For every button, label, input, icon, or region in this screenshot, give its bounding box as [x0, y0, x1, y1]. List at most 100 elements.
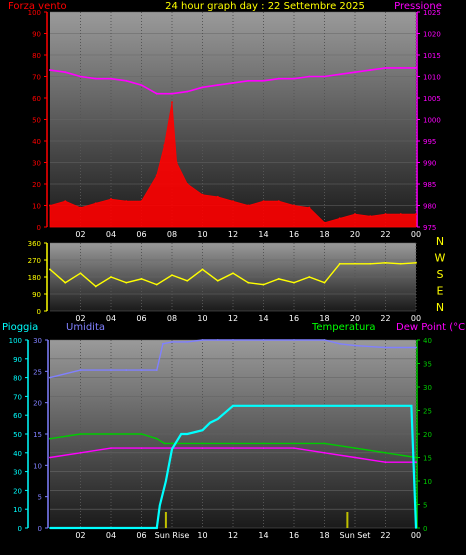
pressure-series-line-point — [354, 71, 356, 74]
humidity-series-line-point — [293, 339, 295, 341]
wind-series-point — [384, 213, 387, 216]
rain-tick-label: 60 — [13, 412, 22, 420]
panel3-tick-label: 04 — [106, 531, 116, 540]
pressure-series-line-point — [155, 92, 158, 95]
direction-series-line-point — [354, 262, 356, 265]
wind-tick-label: 20 — [32, 181, 41, 189]
pressure-series-line-point — [323, 75, 326, 78]
panel3-tick-label: 06 — [136, 531, 146, 540]
panel3-tick-label: 18 — [319, 531, 329, 540]
humidity-series-line-point — [110, 369, 112, 371]
temperature-series-line-point — [354, 447, 356, 449]
wind-series-point — [171, 101, 173, 104]
dewpoint-series-line-point — [140, 447, 143, 449]
panel2-tick-label: 08 — [167, 314, 177, 323]
wind-tick-label: 70 — [32, 74, 41, 82]
direction-series-line-point — [293, 281, 295, 284]
dewpoint-series-line-point — [354, 456, 356, 459]
direction-series-line-point — [262, 283, 265, 286]
wind-series-point — [399, 213, 402, 216]
humidity-series-line-point — [125, 369, 128, 371]
temperature-series-line-point — [323, 442, 326, 445]
pressure-tick-label: 1020 — [423, 31, 441, 39]
temperature-tick-label: 15 — [423, 455, 432, 463]
wind-series-point — [110, 198, 112, 201]
pressure-tick-label: 975 — [423, 224, 436, 232]
dewpoint-series-line-point — [201, 447, 204, 449]
temperature-series-line-point — [232, 442, 234, 445]
direction-series-line-point — [110, 276, 112, 278]
panel2-tick-label: 02 — [75, 314, 85, 323]
temperature-series-line-point — [110, 433, 112, 435]
wind-series-point — [232, 200, 234, 203]
direction-series-line-point — [384, 261, 387, 264]
humidity-series-line-point — [140, 369, 143, 371]
compass-label: S — [437, 268, 444, 281]
pressure-series-line-point — [79, 75, 82, 78]
panel3-tick-label: Sun Set — [340, 531, 371, 540]
dewpoint-series-line-point — [232, 447, 234, 449]
wind-series-point — [293, 204, 295, 207]
pressure-series-line-point — [140, 84, 143, 86]
humidity-series-line-point — [155, 369, 158, 371]
humidity-series-line-point — [79, 369, 82, 371]
rain-series-line-point — [293, 404, 295, 407]
temperature-tick-label: 5 — [423, 502, 427, 510]
pressure-series-line-point — [415, 67, 417, 69]
panel1-tick-label: 12 — [228, 230, 238, 239]
humidity-series-line-point — [415, 346, 417, 349]
pressure-series-line-point — [369, 69, 372, 71]
direction-tick-label: 180 — [28, 274, 41, 282]
wind-series-point — [49, 204, 51, 207]
compass-label: E — [437, 285, 444, 298]
wind-tick-label: 80 — [32, 52, 41, 60]
compass-label: N — [436, 301, 444, 314]
direction-tick-label: 90 — [32, 291, 41, 299]
wind-series-point — [163, 144, 166, 147]
direction-series-line-point — [64, 281, 67, 284]
rain-tick-label: 50 — [13, 431, 22, 439]
panel1-tick-label: 18 — [319, 230, 329, 239]
panel2-tick-label: 04 — [106, 314, 116, 323]
rain-tick-label: 20 — [13, 487, 22, 495]
direction-series-line-point — [277, 277, 280, 280]
rain-series-line-point — [354, 404, 356, 407]
pressure-series-line-point — [293, 77, 295, 80]
direction-series-line-point — [399, 262, 402, 265]
rain-tick-label: 30 — [13, 469, 22, 477]
direction-series-line-point — [232, 272, 234, 275]
rain-series-line-point — [165, 480, 167, 482]
compass-label: N — [436, 235, 444, 248]
temperature-series-line-point — [155, 437, 158, 440]
direction-series-line-point — [140, 277, 143, 280]
wind-series-point — [308, 206, 311, 209]
wind-series-point — [175, 161, 178, 164]
direction-series-line-point — [201, 268, 204, 271]
direction-series-line-point — [415, 261, 417, 264]
dewpoint-series-line-point — [79, 451, 82, 454]
panel3-tick-label: 00 — [411, 531, 421, 540]
humidity-tick-label: 10 — [33, 462, 42, 470]
wind-series-point — [247, 204, 250, 207]
humidity-series-line-point — [216, 339, 219, 341]
panel3-tick-label: 16 — [289, 531, 299, 540]
wind-tick-label: 30 — [32, 160, 41, 168]
rain-series-line-point — [79, 527, 82, 529]
dewpoint-label: Dew Point (°C) — [396, 322, 466, 333]
humidity-series-line-point — [338, 342, 341, 345]
pressure-series-line-point — [186, 90, 189, 93]
panel1-tick-label: 08 — [167, 230, 177, 239]
wind-tick-label: 40 — [32, 138, 41, 146]
rain-tick-label: 80 — [13, 375, 22, 383]
wind-series-point — [79, 206, 82, 209]
panel1-tick-label: 06 — [136, 230, 146, 239]
pressure-tick-label: 985 — [423, 181, 436, 189]
temperature-tick-label: 20 — [423, 431, 432, 439]
pressure-series-line-point — [110, 77, 112, 80]
pressure-series-line-point — [338, 73, 341, 76]
rain-series-line-point — [49, 527, 51, 529]
pressure-series-line-point — [201, 86, 204, 89]
panel1-tick-label: 20 — [350, 230, 360, 239]
